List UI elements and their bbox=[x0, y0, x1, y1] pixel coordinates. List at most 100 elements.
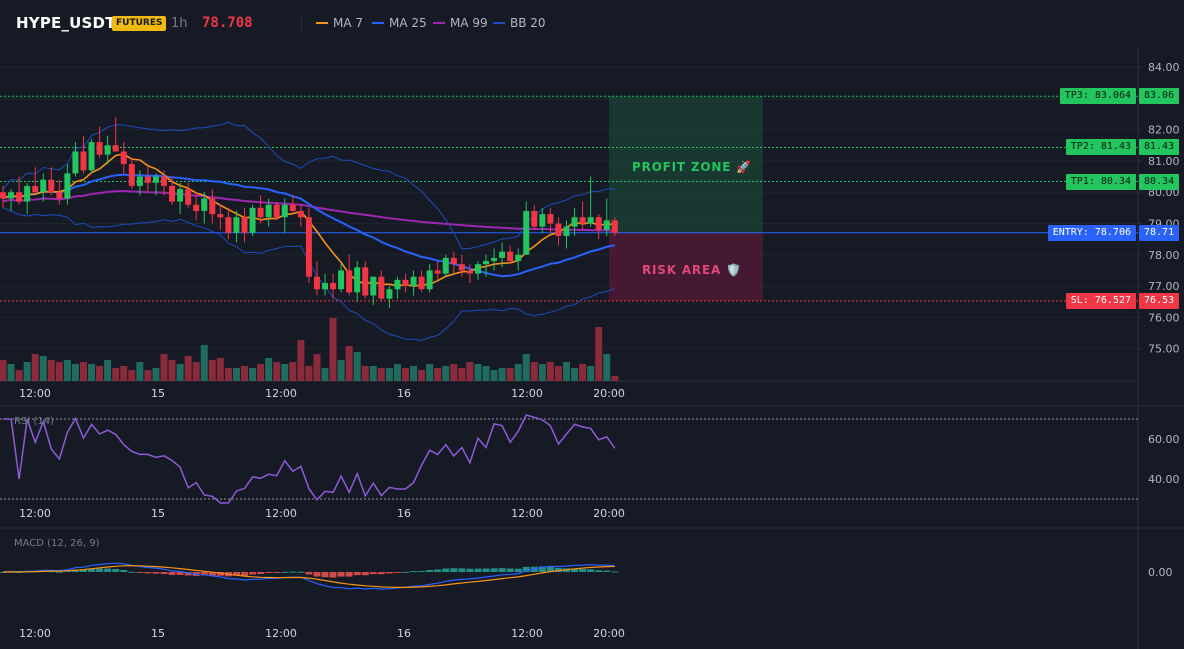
volume-bar bbox=[208, 360, 216, 381]
volume-bar bbox=[305, 366, 313, 381]
volume-bar bbox=[281, 364, 289, 381]
time-axis-label: 12:00 bbox=[265, 387, 297, 400]
candle-body bbox=[289, 204, 296, 211]
macd-histogram-bar bbox=[112, 568, 120, 572]
rsi-axis-tick: 60.00 bbox=[1148, 433, 1180, 446]
volume-bar bbox=[0, 360, 7, 381]
macd-histogram-bar bbox=[249, 572, 257, 575]
time-axis-label: 16 bbox=[397, 627, 411, 640]
macd-histogram-bar bbox=[345, 572, 353, 577]
macd-histogram-bar bbox=[522, 566, 530, 572]
volume-bar bbox=[506, 368, 514, 381]
volume-bar bbox=[289, 362, 297, 381]
tp3-axis-label: 83.06 bbox=[1139, 88, 1180, 105]
candle-body bbox=[531, 210, 538, 227]
candle-body bbox=[120, 151, 127, 165]
volume-bar bbox=[168, 360, 176, 381]
candle-body bbox=[450, 257, 457, 265]
volume-bar bbox=[232, 368, 240, 381]
macd-histogram-bar bbox=[603, 570, 611, 572]
candle-body bbox=[338, 270, 345, 290]
volume-bar bbox=[410, 366, 418, 381]
macd-histogram-bar bbox=[546, 566, 554, 572]
macd-histogram-bar bbox=[402, 571, 409, 573]
macd-histogram-bar bbox=[289, 571, 297, 573]
candle-body bbox=[330, 282, 337, 290]
volume-bar bbox=[63, 360, 71, 381]
candle-body bbox=[362, 267, 369, 296]
candle-body bbox=[595, 217, 602, 230]
candle-body bbox=[297, 210, 304, 218]
macd-histogram-bar bbox=[466, 568, 474, 572]
macd-title: MACD (12, 26, 9) bbox=[14, 538, 100, 549]
legend-ma99[interactable]: MA 99 bbox=[433, 16, 488, 30]
candle-body bbox=[410, 276, 417, 287]
volume-bar bbox=[71, 364, 79, 381]
time-axis-label: 12:00 bbox=[19, 627, 51, 640]
ma25-swatch-icon bbox=[372, 21, 384, 24]
time-axis-label: 12:00 bbox=[511, 627, 543, 640]
candle-body bbox=[249, 207, 256, 233]
candle-body bbox=[185, 189, 192, 205]
risk-zone bbox=[609, 232, 763, 301]
macd-histogram-bar bbox=[273, 572, 281, 573]
candle-body bbox=[201, 198, 208, 211]
candle-body bbox=[515, 254, 522, 262]
volume-bar bbox=[152, 368, 160, 381]
macd-histogram-bar bbox=[458, 568, 466, 572]
macd-histogram-bar bbox=[377, 572, 385, 575]
legend-bb20[interactable]: BB 20 bbox=[493, 16, 546, 30]
timeframe-label[interactable]: 1h bbox=[171, 16, 188, 31]
volume-bar bbox=[104, 360, 112, 381]
time-axis-label: 20:00 bbox=[593, 387, 625, 400]
volume-bar bbox=[265, 358, 273, 381]
macd-histogram-bar bbox=[232, 572, 240, 576]
candle-body bbox=[80, 151, 87, 171]
candle-body bbox=[112, 145, 119, 152]
volume-bar bbox=[418, 370, 426, 381]
sl-axis-label: 76.53 bbox=[1139, 292, 1180, 309]
ma7-swatch-icon bbox=[316, 21, 328, 24]
volume-bar bbox=[498, 368, 506, 381]
volume-bar bbox=[563, 362, 570, 381]
candle-body bbox=[193, 204, 200, 211]
volume-bar bbox=[144, 370, 152, 381]
candle-body bbox=[426, 270, 433, 290]
legend-ma25[interactable]: MA 25 bbox=[372, 16, 427, 30]
price-axis-tick: 77.00 bbox=[1148, 280, 1180, 293]
price-axis-tick: 75.00 bbox=[1148, 343, 1180, 356]
time-axis-label: 16 bbox=[397, 507, 411, 520]
candle-body bbox=[209, 198, 216, 215]
macd-histogram-bar bbox=[361, 572, 369, 576]
macd-histogram-bar bbox=[554, 567, 562, 572]
risk-area-label: RISK AREA 🛡️ bbox=[642, 263, 742, 277]
macd-histogram-bar bbox=[305, 572, 313, 575]
macd-histogram-bar bbox=[265, 572, 273, 573]
macd-histogram-bar bbox=[418, 570, 426, 572]
macd-histogram-bar bbox=[321, 572, 329, 578]
volume-bar bbox=[458, 368, 466, 381]
legend-ma99-label: MA 99 bbox=[450, 16, 488, 30]
candle-body bbox=[16, 192, 23, 202]
entry-axis-label: 78.71 bbox=[1139, 224, 1180, 241]
volume-bar bbox=[385, 368, 393, 381]
time-axis-label: 15 bbox=[151, 387, 165, 400]
volume-bar bbox=[321, 368, 329, 381]
volume-bar bbox=[88, 364, 96, 381]
legend-ma7[interactable]: MA 7 bbox=[316, 16, 363, 30]
volume-bar bbox=[31, 354, 39, 381]
macd-histogram-bar bbox=[426, 569, 434, 572]
volume-bar bbox=[361, 366, 369, 381]
candle-body bbox=[241, 217, 248, 233]
candle-body bbox=[88, 142, 95, 171]
volume-bar bbox=[136, 362, 144, 381]
macd-histogram-bar bbox=[216, 572, 224, 576]
macd-histogram-bar bbox=[595, 570, 603, 572]
volume-bar bbox=[39, 356, 47, 381]
macd-axis-tick: 0.00 bbox=[1148, 566, 1173, 579]
time-axis-label: 12:00 bbox=[19, 507, 51, 520]
rsi-axis-tick: 40.00 bbox=[1148, 473, 1180, 486]
symbol-title[interactable]: HYPE_USDT bbox=[16, 14, 116, 32]
time-axis-label: 15 bbox=[151, 627, 165, 640]
